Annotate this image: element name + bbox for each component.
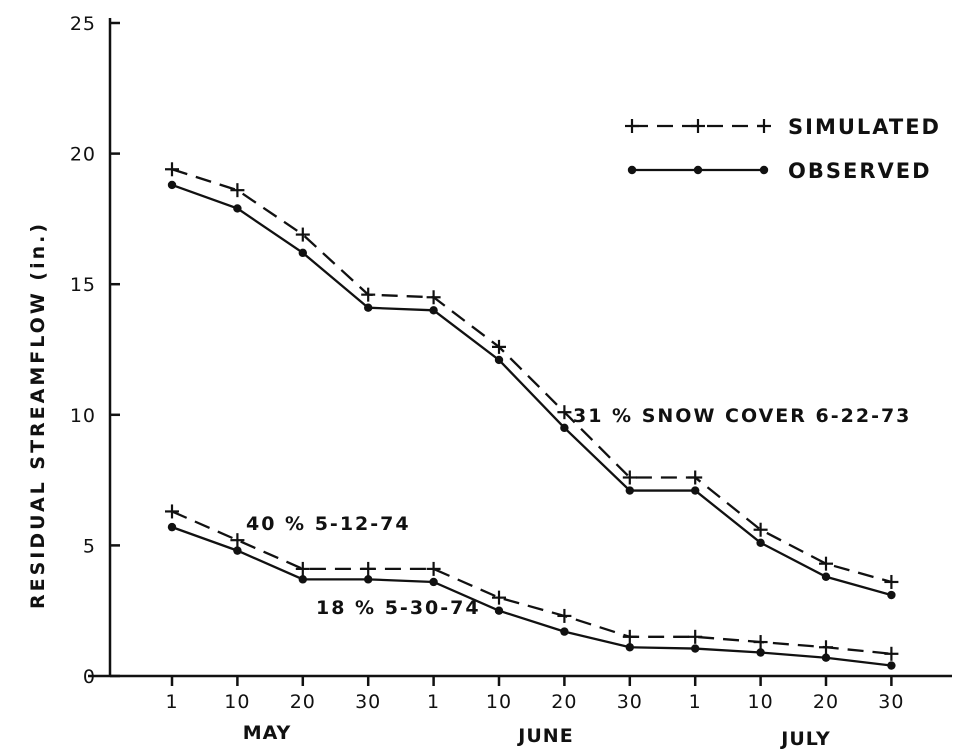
y-axis-label: RESIDUAL STREAMFLOW (in.) <box>27 221 49 609</box>
y-tick-label: 15 <box>70 274 96 296</box>
data-point-plus <box>230 533 245 548</box>
month-label: MAY <box>243 722 292 744</box>
data-point-plus <box>426 290 441 305</box>
x-tick-label: 10 <box>486 691 512 713</box>
data-point-dot <box>233 546 242 555</box>
x-tick-label: 1 <box>427 691 440 713</box>
data-point-dot <box>429 577 438 587</box>
data-point-dot <box>821 653 831 662</box>
annotation: 31 % SNOW COVER 6-22-73 <box>573 405 911 427</box>
data-point-dot <box>167 522 177 532</box>
data-point-dot <box>167 180 177 190</box>
legend-sample-simulated <box>625 119 771 133</box>
labels: 0 5 10 15 20 25 1 10 20 30 1 10 20 30 1 10 20 30 MAY JUNE JU… <box>70 13 911 750</box>
x-tick-label: 1 <box>689 691 702 713</box>
month-label: JULY <box>779 728 830 750</box>
x-tick-label: 20 <box>290 691 316 713</box>
data-point-plus <box>819 640 833 655</box>
data-point-plus <box>492 339 506 354</box>
axes <box>88 18 952 686</box>
data-point-dot <box>625 643 634 652</box>
data-point-plus <box>165 504 179 519</box>
data-point-plus <box>557 405 572 420</box>
series-1973-observed <box>167 180 896 600</box>
data-point-dot <box>364 575 373 584</box>
data-point-plus <box>625 119 639 133</box>
data-point-dot <box>364 303 373 312</box>
data-point-dot <box>887 590 896 600</box>
x-tick-label: 10 <box>224 691 250 713</box>
data-point-dot <box>627 165 637 175</box>
data-point-plus <box>557 608 572 623</box>
x-tick-label: 10 <box>748 691 774 713</box>
data-point-plus <box>492 590 506 605</box>
x-tick-label: 30 <box>355 691 381 713</box>
y-tick-label: 10 <box>70 405 96 427</box>
x-tick-label: 1 <box>165 691 178 713</box>
data-point-dot <box>756 648 765 657</box>
data-point-plus <box>426 561 441 576</box>
data-point-dot <box>233 204 242 213</box>
series-1973-simulated <box>165 162 899 589</box>
data-point-plus <box>884 646 899 661</box>
series-line <box>171 168 892 584</box>
legend-sample-observed <box>627 165 769 175</box>
data-point-plus <box>753 635 768 650</box>
legend: SIMULATED OBSERVED <box>625 115 941 183</box>
data-point-plus <box>884 574 899 589</box>
data-point-dot <box>691 644 700 653</box>
data-point-plus <box>165 162 179 177</box>
data-point-dot <box>691 486 700 495</box>
data-point-dot <box>821 572 831 581</box>
data-point-dot <box>560 423 569 433</box>
data-point-dot <box>560 627 569 636</box>
data-point-dot <box>887 661 896 670</box>
data-point-plus <box>361 287 376 302</box>
data-point-dot <box>494 606 504 615</box>
legend-label-simulated: SIMULATED <box>788 115 941 139</box>
data-point-plus <box>622 470 637 485</box>
series-line <box>171 183 892 597</box>
data-point-plus <box>230 183 245 198</box>
data-point-plus <box>361 561 376 576</box>
data-point-plus <box>753 522 768 537</box>
month-label: JUNE <box>516 725 573 747</box>
y-tick-label: 25 <box>70 13 96 35</box>
series-line <box>171 510 892 655</box>
series-layer <box>165 162 899 670</box>
data-point-plus <box>622 629 637 644</box>
data-point-dot <box>298 575 307 584</box>
x-tick-label: 20 <box>551 691 577 713</box>
x-tick-label: 20 <box>813 691 839 713</box>
x-tick-label: 30 <box>617 691 643 713</box>
data-point-dot <box>756 538 765 547</box>
y-tick-label: 0 <box>83 666 96 688</box>
data-point-dot <box>429 306 438 315</box>
data-point-dot <box>693 165 703 175</box>
data-point-plus <box>295 561 310 576</box>
y-tick-label: 20 <box>70 144 96 166</box>
data-point-plus <box>295 227 310 242</box>
data-point-dot <box>625 486 634 495</box>
series-1974-simulated <box>165 504 899 661</box>
series-line <box>171 526 892 667</box>
data-point-plus <box>691 119 705 133</box>
data-point-dot <box>298 248 307 258</box>
annotation: 18 % 5-30-74 <box>316 597 481 619</box>
data-point-plus <box>688 470 703 485</box>
y-tick-label: 5 <box>83 535 96 557</box>
data-point-plus <box>757 119 771 133</box>
legend-label-observed: OBSERVED <box>788 159 932 183</box>
x-tick-label: 30 <box>878 691 904 713</box>
data-point-dot <box>759 165 769 175</box>
data-point-plus <box>688 629 703 644</box>
data-point-plus <box>819 556 833 571</box>
annotation: 40 % 5-12-74 <box>246 513 411 535</box>
data-point-dot <box>494 355 504 365</box>
series-1974-observed <box>167 522 896 670</box>
